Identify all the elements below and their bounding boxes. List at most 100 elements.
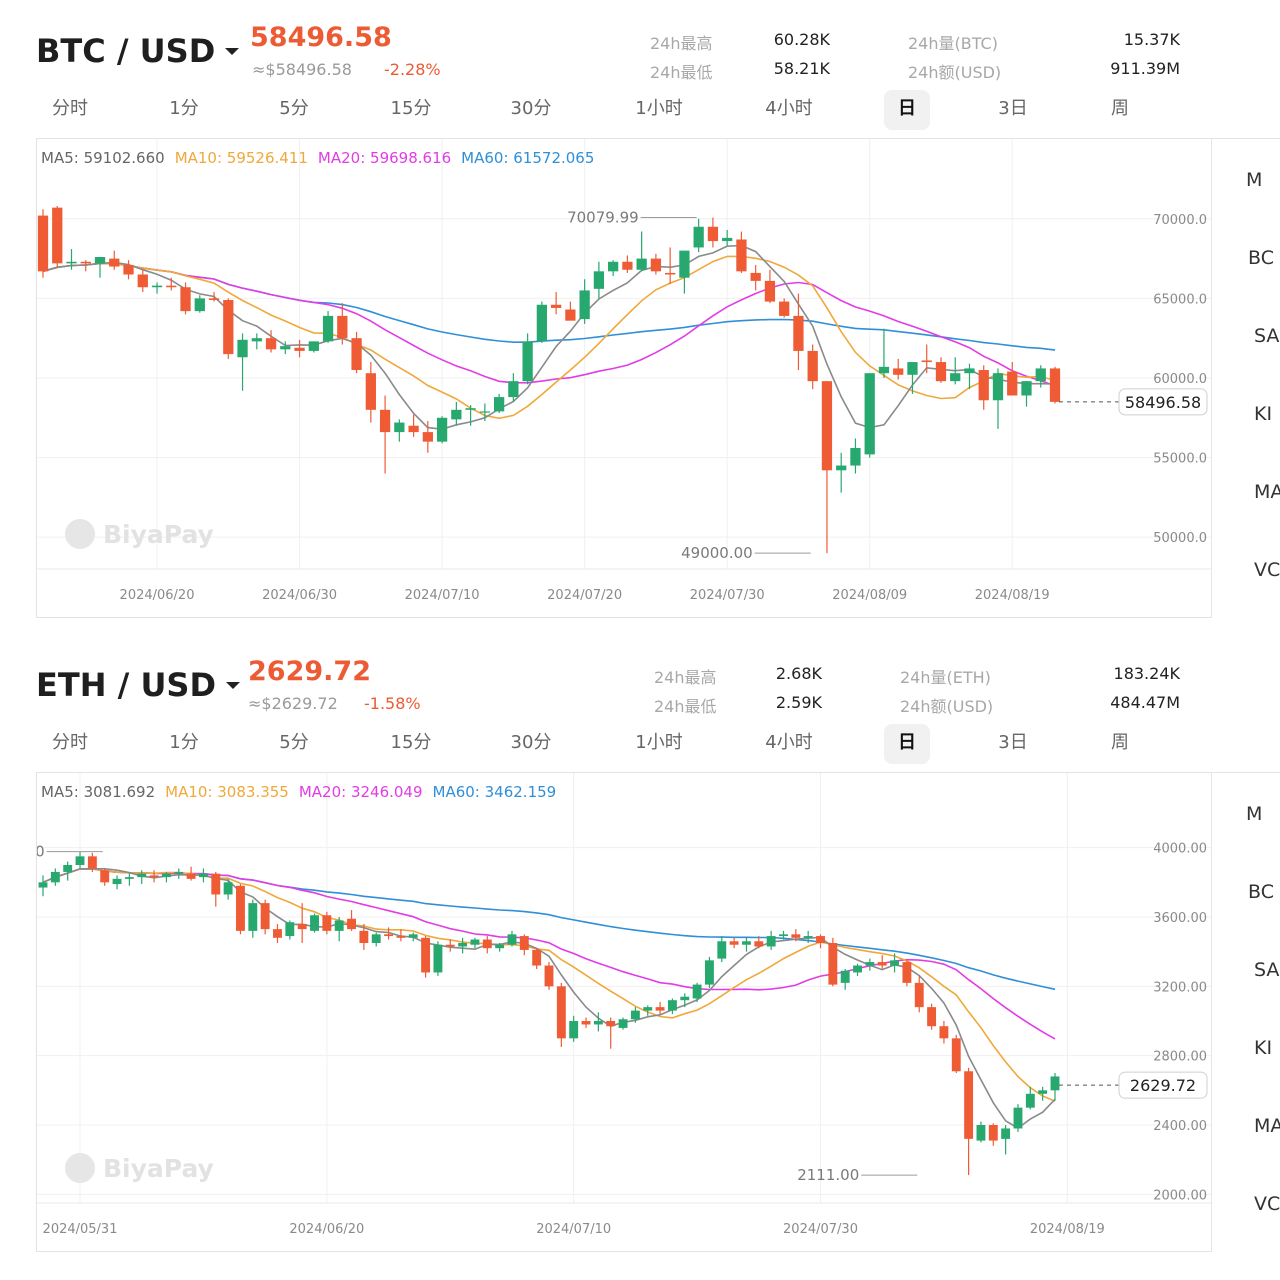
volume-value: 15.37K: [1123, 30, 1180, 49]
ma20-value: MA20: 59698.616: [317, 149, 452, 167]
x-tick-label: 2024/07/10: [405, 588, 480, 603]
candle-body: [211, 873, 221, 895]
candle: [482, 936, 492, 954]
tab-30m[interactable]: 30分: [510, 732, 552, 753]
side-label[interactable]: BC: [1248, 881, 1274, 903]
candle-body: [379, 409, 391, 433]
pair-selector[interactable]: BTC / USD: [36, 32, 240, 70]
tab-15m[interactable]: 15分: [390, 732, 432, 753]
candle-body: [63, 865, 73, 872]
pair-selector[interactable]: ETH / USD: [36, 666, 241, 704]
candle: [544, 962, 554, 990]
candle: [94, 257, 106, 278]
candle-body: [151, 285, 163, 288]
tab-timeline[interactable]: 分时: [52, 98, 88, 119]
side-label[interactable]: MA: [1254, 481, 1280, 503]
candle-body: [692, 984, 702, 999]
candle-body: [451, 409, 462, 420]
candle-body: [890, 960, 900, 966]
candle: [679, 250, 690, 294]
candle-body: [935, 362, 947, 382]
indicator-side-panel: M BC SA KI MA VC: [1212, 138, 1280, 618]
candle-body: [384, 934, 394, 937]
tab-1h[interactable]: 1小时: [635, 98, 683, 119]
interval-tabs: 分时 1分 5分 15分 30分 1小时 4小时 日 3日 周: [36, 724, 1210, 764]
candle: [630, 1007, 640, 1023]
tab-3d[interactable]: 3日: [998, 732, 1028, 753]
candle-body: [793, 315, 804, 351]
y-tick-label: 3600.00: [1153, 911, 1207, 926]
side-label[interactable]: VC: [1254, 1193, 1280, 1215]
tab-4h[interactable]: 4小时: [765, 732, 813, 753]
candle: [665, 247, 676, 285]
candle: [764, 269, 776, 304]
side-label[interactable]: BC: [1248, 247, 1274, 269]
side-label[interactable]: M: [1246, 169, 1263, 191]
btc-chart[interactable]: 70000.0 65000.0 60000.0 55000.0 50000.0 2024/…: [36, 138, 1212, 618]
tab-1h[interactable]: 1小时: [635, 732, 683, 753]
low-label: 24h最低: [650, 63, 713, 82]
tab-3d[interactable]: 3日: [998, 98, 1028, 119]
tab-5m[interactable]: 5分: [279, 98, 309, 119]
candle: [864, 373, 875, 458]
high-label: 24h最高: [650, 34, 713, 53]
candle-body: [803, 936, 813, 938]
ma20-line: [42, 262, 1056, 387]
candle: [693, 218, 704, 253]
candle-body: [87, 856, 97, 869]
candle-body: [1007, 371, 1018, 396]
y-tick-label: 55000.0: [1153, 452, 1207, 467]
candle-body: [643, 1007, 653, 1011]
x-tick-label: 2024/08/19: [1030, 1222, 1105, 1237]
watermark-text: BiyaPay: [103, 519, 214, 549]
current-price-tag: [1118, 1071, 1208, 1099]
tab-30m[interactable]: 30分: [510, 98, 552, 119]
candle-body: [519, 936, 529, 950]
candle-body: [828, 943, 838, 985]
side-label[interactable]: KI: [1254, 1037, 1273, 1059]
side-label[interactable]: MA: [1254, 1115, 1280, 1137]
candle: [137, 269, 148, 293]
interval-tabs: 分时 1分 5分 15分 30分 1小时 4小时 日 3日 周: [36, 90, 1210, 130]
side-label[interactable]: M: [1246, 803, 1263, 825]
candle: [280, 341, 291, 355]
tab-1d[interactable]: 日: [884, 90, 930, 130]
candle: [384, 927, 394, 940]
ma10-value: MA10: 3083.355: [165, 783, 289, 801]
candle-body: [764, 280, 776, 302]
candle-body: [479, 411, 490, 413]
candle: [667, 998, 677, 1015]
side-label[interactable]: KI: [1254, 403, 1273, 425]
candle: [950, 357, 961, 385]
candle: [359, 923, 369, 950]
candle: [836, 452, 847, 493]
candle-body: [655, 1007, 665, 1011]
candle-body: [251, 338, 262, 342]
candle-body: [208, 298, 220, 300]
candle: [593, 1012, 603, 1032]
tab-timeline[interactable]: 分时: [52, 732, 88, 753]
tab-1d[interactable]: 日: [884, 724, 930, 764]
candle: [109, 250, 120, 270]
current-price-tag: [1118, 388, 1208, 416]
tab-1m[interactable]: 1分: [169, 732, 199, 753]
x-tick-label: 2024/07/10: [536, 1222, 611, 1237]
candle-body: [493, 397, 505, 412]
tab-4h[interactable]: 4小时: [765, 98, 813, 119]
candle-body: [807, 350, 818, 382]
candle-body: [123, 264, 134, 275]
side-label[interactable]: VC: [1254, 559, 1280, 581]
tab-15m[interactable]: 15分: [390, 98, 432, 119]
tab-1w[interactable]: 周: [1111, 98, 1129, 119]
tab-1w[interactable]: 周: [1111, 732, 1129, 753]
eth-chart[interactable]: 4000.00 3600.00 3200.00 2800.00 2400.00 2000.…: [36, 772, 1212, 1252]
candle-body: [754, 941, 764, 947]
side-label[interactable]: SA: [1254, 959, 1280, 981]
tab-5m[interactable]: 5分: [279, 732, 309, 753]
candle: [655, 1001, 665, 1015]
tab-1m[interactable]: 1分: [169, 98, 199, 119]
candle: [365, 362, 376, 423]
candle-body: [394, 422, 405, 433]
low-label: 24h最低: [654, 697, 717, 716]
side-label[interactable]: SA: [1254, 325, 1280, 347]
